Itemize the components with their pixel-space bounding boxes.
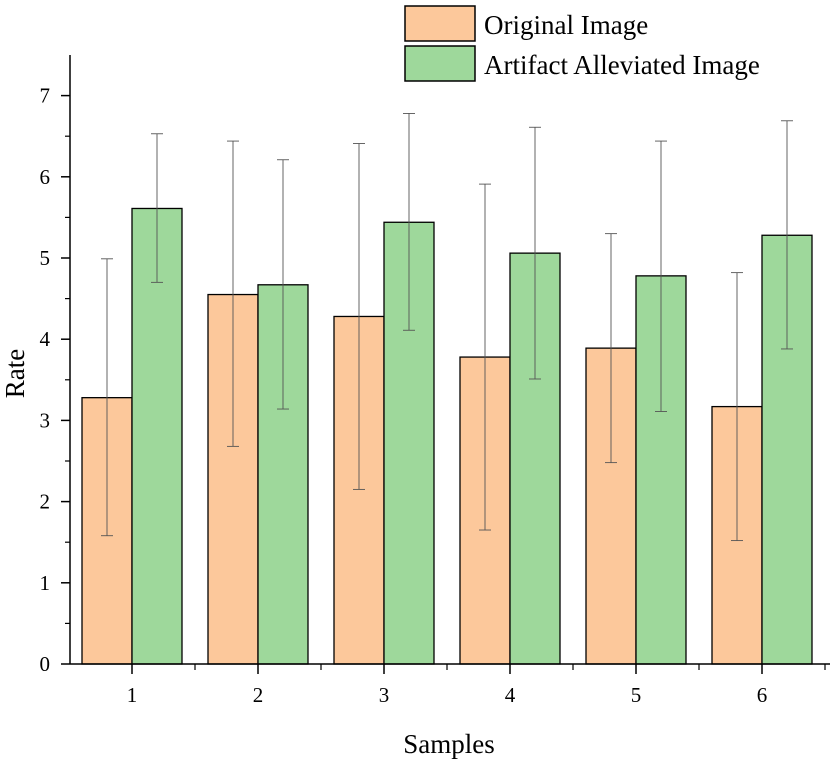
x-tick-label: 6 [757, 683, 768, 707]
legend-label-original: Original Image [484, 10, 648, 40]
error-bars-layer [101, 113, 793, 542]
x-ticks: 1 2 3 4 5 6 [127, 664, 826, 707]
x-tick-label: 5 [631, 683, 642, 707]
bars-layer [81, 207, 813, 665]
legend-label-alleviated: Artifact Alleviated Image [484, 50, 760, 80]
error-bar-series1-sample-4 [479, 183, 491, 531]
x-tick-label: 1 [127, 683, 138, 707]
y-tick-label: 5 [40, 246, 51, 270]
error-bar-series1-sample-1 [101, 258, 113, 537]
legend-swatch-alleviated [404, 45, 476, 82]
y-tick-label: 0 [40, 652, 51, 676]
y-tick-label: 6 [40, 165, 51, 189]
y-tick-label: 2 [40, 490, 51, 514]
y-tick-label: 3 [40, 408, 51, 432]
x-tick-label: 3 [379, 683, 390, 707]
error-bar-series1-sample-2 [227, 140, 239, 447]
axes [69, 55, 830, 665]
x-axis-title: Samples [403, 729, 495, 759]
error-bar-series2-sample-6 [781, 120, 793, 350]
x-tick-label: 2 [253, 683, 264, 707]
error-bar-series1-sample-6 [731, 272, 743, 542]
x-tick-label: 4 [505, 683, 516, 707]
y-axis-title: Rate [0, 349, 30, 398]
y-tick-label: 7 [40, 84, 51, 108]
error-bar-series2-sample-3 [403, 113, 415, 331]
error-bar-series2-sample-2 [277, 159, 289, 410]
y-tick-label: 4 [40, 327, 51, 351]
error-bar-series2-sample-5 [655, 140, 667, 412]
error-bar-series1-sample-5 [605, 233, 617, 464]
y-tick-label: 1 [40, 571, 51, 595]
legend-swatch-original [404, 5, 476, 42]
error-bar-series1-sample-3 [353, 143, 365, 490]
error-bar-series2-sample-4 [529, 126, 541, 380]
legend: Original Image Artifact Alleviated Image [404, 5, 760, 82]
error-bar-series2-sample-1 [151, 133, 163, 283]
y-ticks: 0 1 2 3 4 5 6 7 [40, 84, 70, 676]
